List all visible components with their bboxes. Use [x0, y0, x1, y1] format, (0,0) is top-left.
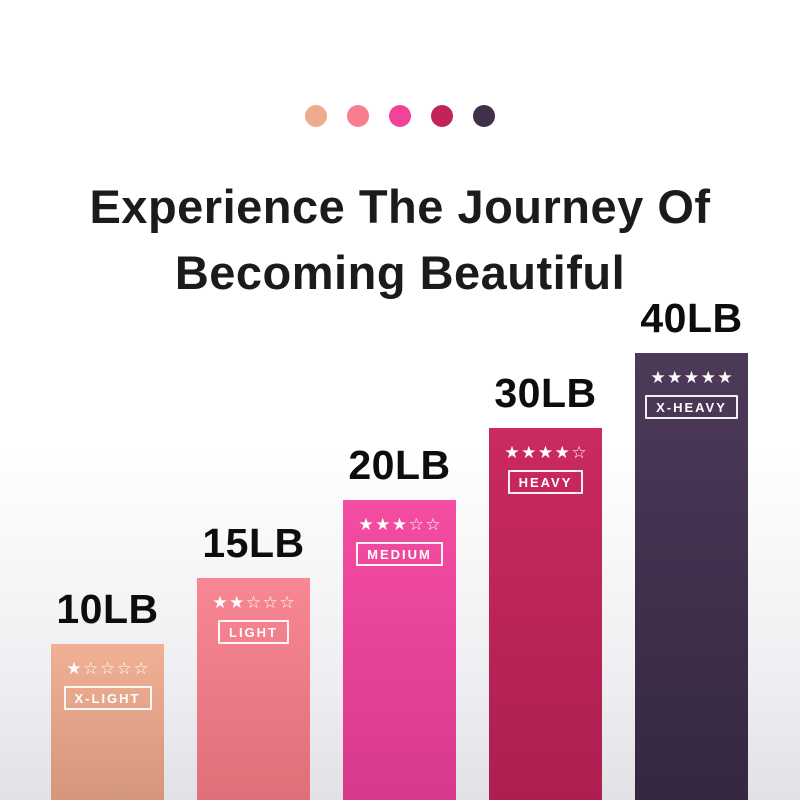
- color-dot-heavy: [431, 105, 453, 127]
- weight-value-label: 40LB: [640, 295, 743, 341]
- weight-value-label: 30LB: [494, 370, 597, 416]
- color-dot-light: [347, 105, 369, 127]
- band-20lb: 20LB ★★★☆☆ MEDIUM: [343, 445, 456, 800]
- star-rating: ★★☆☆☆: [212, 593, 297, 612]
- star-rating: ★☆☆☆☆: [66, 659, 151, 678]
- weight-value-label: 15LB: [202, 520, 305, 566]
- title-line-2: Becoming Beautiful: [174, 246, 626, 300]
- color-dot-xlight: [305, 105, 327, 127]
- color-dot-medium: [389, 105, 411, 127]
- bar-10lb: ★☆☆☆☆ X-LIGHT: [51, 644, 164, 800]
- level-badge: LIGHT: [218, 620, 289, 644]
- level-badge: X-HEAVY: [645, 395, 738, 419]
- color-dot-xheavy: [473, 105, 495, 127]
- weight-bar-chart: 10LB ★☆☆☆☆ X-LIGHT 15LB ★★☆☆☆ LIGHT 20LB…: [51, 298, 748, 800]
- bar-40lb: ★★★★★ X-HEAVY: [635, 353, 748, 800]
- level-badge: X-LIGHT: [63, 686, 152, 710]
- bar-30lb: ★★★★☆ HEAVY: [489, 428, 602, 800]
- star-rating: ★★★★★: [650, 368, 735, 387]
- weight-value-label: 10LB: [56, 586, 159, 632]
- band-30lb: 30LB ★★★★☆ HEAVY: [489, 373, 602, 800]
- level-badge: MEDIUM: [356, 542, 443, 566]
- star-rating: ★★★★☆: [504, 443, 589, 462]
- band-15lb: 15LB ★★☆☆☆ LIGHT: [197, 523, 310, 800]
- bar-15lb: ★★☆☆☆ LIGHT: [197, 578, 310, 800]
- title-line-1: Experience The Journey Of: [89, 180, 711, 234]
- band-40lb: 40LB ★★★★★ X-HEAVY: [635, 298, 748, 800]
- star-rating: ★★★☆☆: [358, 515, 443, 534]
- color-dots-legend: [0, 105, 800, 127]
- page-title: Experience The Journey Of Becoming Beaut…: [0, 174, 800, 306]
- level-badge: HEAVY: [507, 470, 584, 494]
- weight-value-label: 20LB: [348, 442, 451, 488]
- band-10lb: 10LB ★☆☆☆☆ X-LIGHT: [51, 589, 164, 800]
- bar-20lb: ★★★☆☆ MEDIUM: [343, 500, 456, 800]
